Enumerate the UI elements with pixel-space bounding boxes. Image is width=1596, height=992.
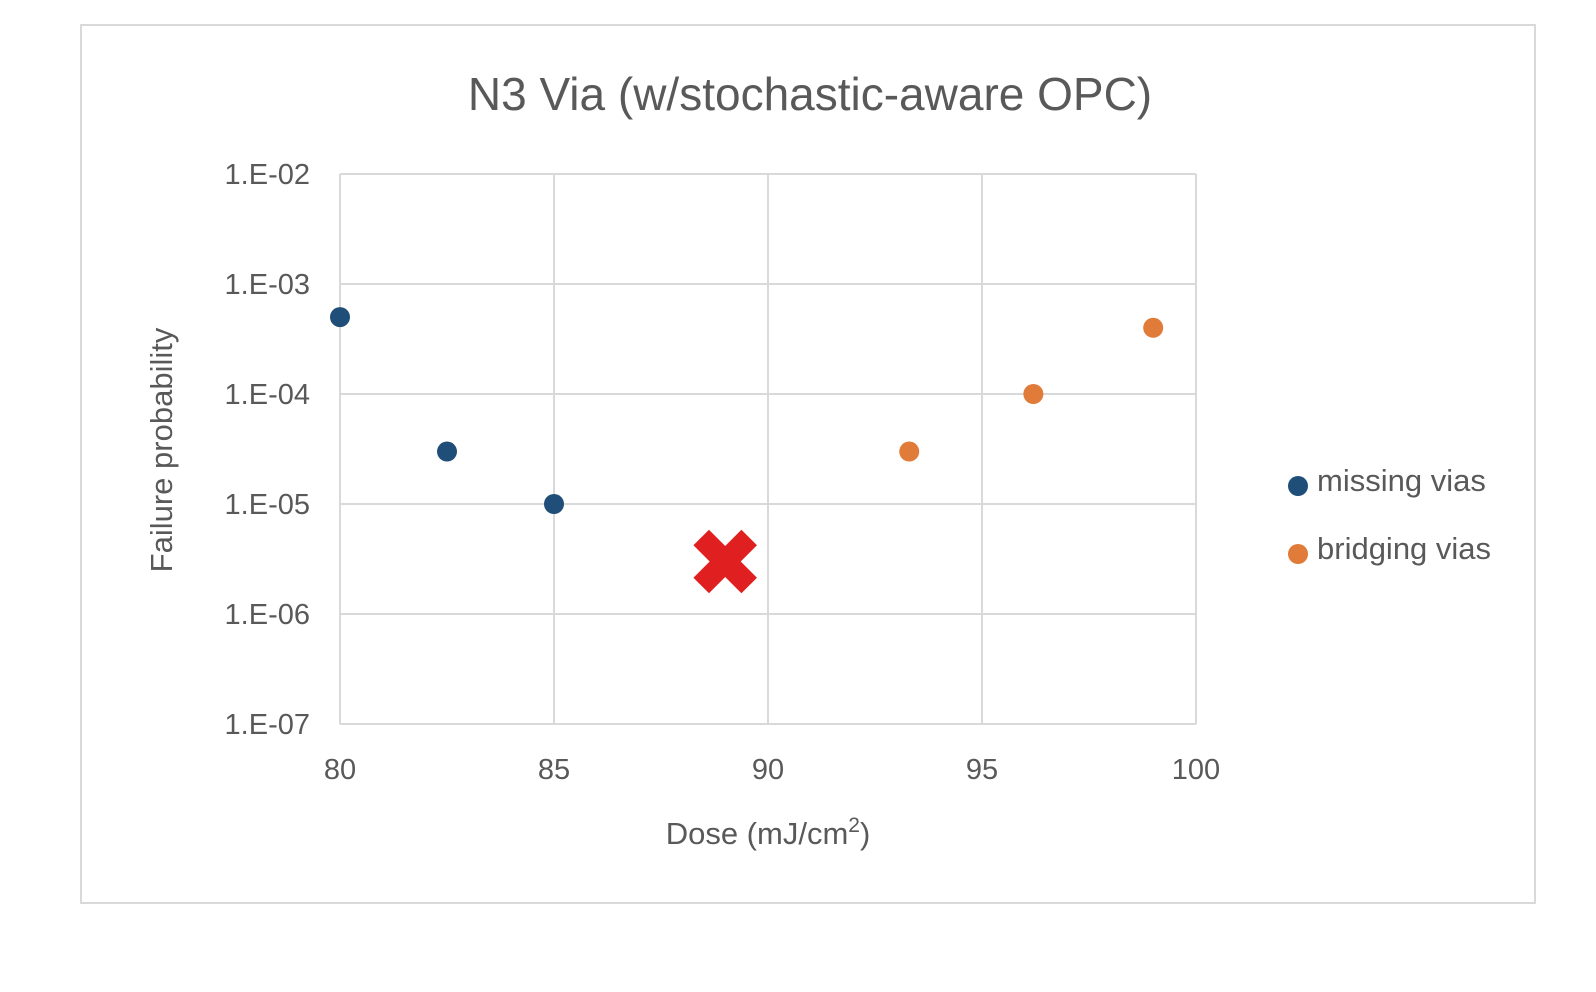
- x-axis-label-superscript: 2: [848, 814, 860, 837]
- legend: missing vias bridging vias: [1288, 463, 1491, 566]
- x-axis-label-main: Dose (mJ/cm: [666, 816, 849, 851]
- data-points: [330, 307, 1164, 514]
- data-point: [544, 494, 564, 514]
- x-tick-label: 85: [538, 754, 570, 786]
- chart-frame: N3 Via (w/stochastic-aware OPC) 80 85 90 95…: [80, 24, 1536, 904]
- grid: [339, 173, 1197, 725]
- data-point: [437, 441, 457, 462]
- legend-marker: [1288, 476, 1308, 496]
- y-tick-labels: 1.E-02 1.E-03 1.E-04 1.E-05 1.E-06 1.E-07: [225, 159, 310, 741]
- legend-item: bridging vias: [1288, 531, 1491, 566]
- y-tick-label: 1.E-07: [225, 709, 310, 741]
- data-point: [330, 307, 350, 328]
- x-tick-label: 100: [1172, 754, 1220, 786]
- chart-title: N3 Via (w/stochastic-aware OPC): [468, 68, 1152, 120]
- legend-marker: [1288, 544, 1308, 564]
- y-tick-label: 1.E-02: [225, 159, 310, 191]
- chart-svg: N3 Via (w/stochastic-aware OPC) 80 85 90 95…: [144, 68, 1491, 851]
- x-tick-label: 80: [324, 754, 356, 786]
- x-axis-label: Dose (mJ/cm2): [666, 814, 871, 851]
- legend-item: missing vias: [1288, 463, 1486, 498]
- x-marker-stroke: [693, 529, 757, 594]
- legend-label: missing vias: [1317, 463, 1486, 498]
- x-tick-label: 95: [966, 754, 998, 786]
- legend-label: bridging vias: [1317, 531, 1491, 566]
- annotations: [693, 529, 757, 594]
- y-tick-label: 1.E-03: [225, 269, 310, 301]
- y-tick-label: 1.E-06: [225, 599, 310, 631]
- data-point: [1143, 317, 1164, 338]
- y-axis-label: Failure probability: [144, 327, 179, 572]
- y-tick-label: 1.E-05: [225, 489, 310, 521]
- data-point: [899, 441, 920, 462]
- y-tick-label: 1.E-04: [225, 379, 310, 411]
- data-point: [1023, 384, 1044, 404]
- x-marker-icon: [693, 529, 757, 594]
- x-tick-label: 90: [752, 754, 784, 786]
- x-tick-labels: 80 85 90 95 100: [324, 754, 1220, 786]
- x-axis-label-suffix: ): [860, 816, 870, 851]
